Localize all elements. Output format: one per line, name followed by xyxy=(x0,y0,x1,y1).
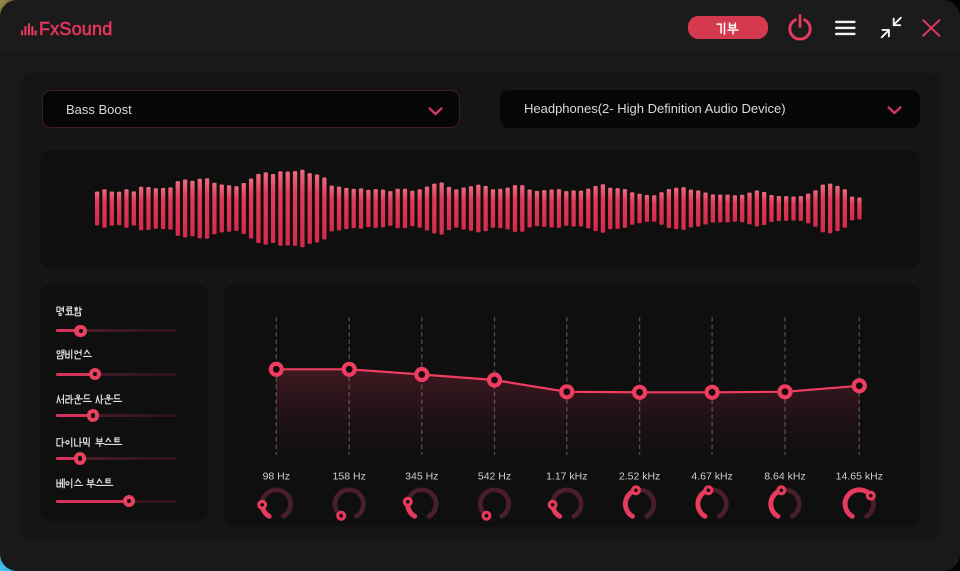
svg-text:8.64 kHz: 8.64 kHz xyxy=(764,471,805,483)
svg-text:4.67 kHz: 4.67 kHz xyxy=(691,471,732,483)
svg-text:14.65 kHz: 14.65 kHz xyxy=(836,471,883,483)
svg-text:2.52 kHz: 2.52 kHz xyxy=(619,471,660,483)
svg-text:158 Hz: 158 Hz xyxy=(333,471,366,483)
svg-text:1.17 kHz: 1.17 kHz xyxy=(546,471,587,483)
svg-text:542 Hz: 542 Hz xyxy=(478,471,511,483)
svg-text:345 Hz: 345 Hz xyxy=(405,471,438,483)
svg-text:98 Hz: 98 Hz xyxy=(263,471,290,483)
